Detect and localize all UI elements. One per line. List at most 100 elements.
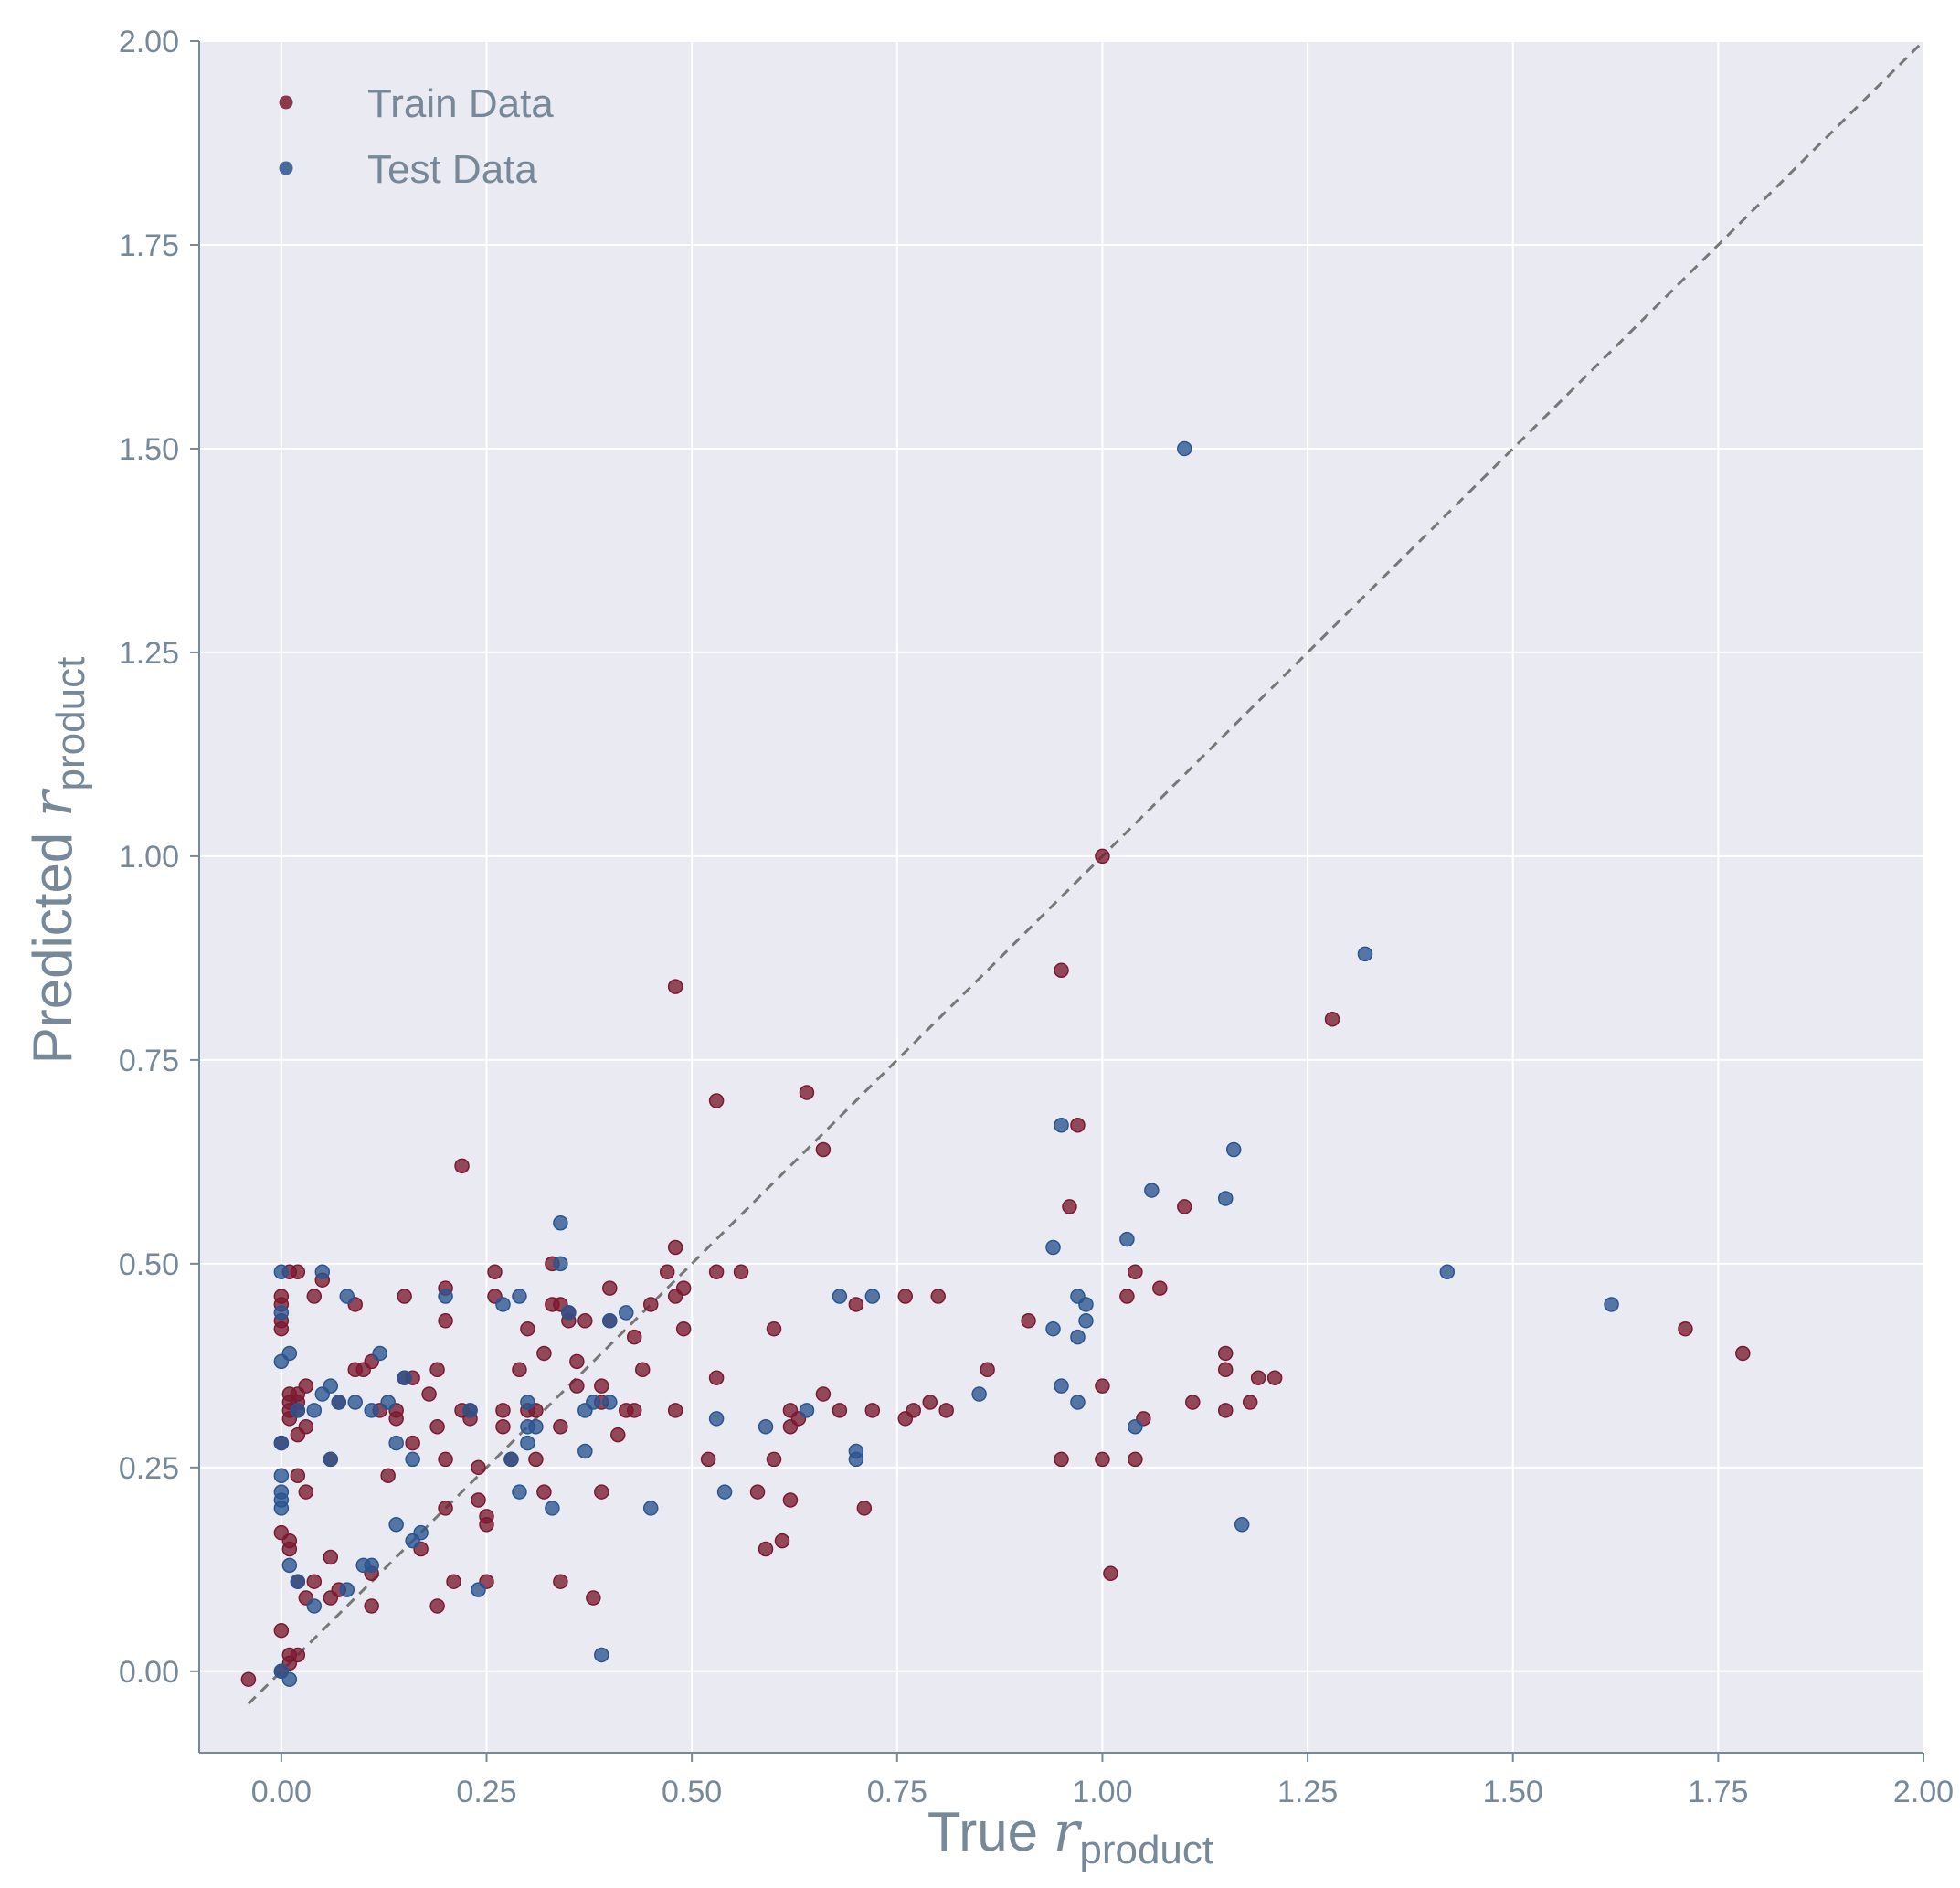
x-tick-label: 1.00 [1072,1775,1132,1809]
data-point [364,1557,379,1574]
axis-label-subscript: product [48,657,93,791]
data-point [938,1403,954,1418]
data-point [1217,1345,1234,1362]
data-point [388,1517,404,1533]
data-point [1070,1395,1086,1410]
data-point [1217,1191,1234,1206]
data-point [281,1671,298,1687]
data-point [240,1671,257,1687]
data-point [388,1411,404,1427]
data-point [1234,1517,1250,1533]
data-point [1054,1117,1069,1133]
data-point [602,1395,618,1410]
data-point [298,1484,314,1500]
data-point [536,1484,552,1500]
data-point [339,1289,355,1304]
data-point [561,1305,577,1321]
y-tick-label: 0.75 [119,1044,179,1078]
data-point [290,1647,306,1663]
data-point [1152,1280,1168,1296]
y-tick-label: 0.00 [119,1655,179,1690]
data-point [273,1435,290,1451]
y-tick-label: 1.00 [119,840,179,875]
data-point [273,1321,290,1337]
data-point [323,1451,339,1468]
data-point [1045,1239,1061,1256]
data-point [610,1427,626,1443]
data-point [380,1468,396,1484]
data-point [290,1264,306,1280]
data-point [553,1418,568,1435]
identity-reference-line [247,39,1925,1705]
data-point [471,1492,486,1508]
data-point [758,1418,774,1435]
data-point [594,1378,609,1394]
data-point [626,1403,642,1418]
x-tick-label: 2.00 [1893,1775,1954,1809]
y-tick-label: 2.00 [119,25,179,59]
data-point [405,1435,420,1451]
data-point [774,1533,790,1549]
data-point [306,1574,323,1589]
data-point [397,1370,412,1385]
data-point [273,1468,290,1484]
data-point [553,1215,568,1231]
data-point [1095,848,1110,864]
data-point [520,1435,535,1451]
x-tick-label: 0.75 [867,1775,927,1809]
data-point [495,1418,511,1435]
data-point [290,1468,306,1484]
data-point [1266,1370,1283,1385]
legend-marker [279,95,293,110]
data-point [438,1313,453,1329]
data-point [594,1647,609,1663]
data-point [306,1289,323,1304]
data-point [273,1305,290,1321]
data-point [1250,1370,1266,1385]
x-axis-label: True rproduct [927,1800,1213,1872]
data-point [1095,1451,1110,1468]
data-point [569,1353,585,1370]
legend-marker [279,161,293,175]
data-point [1177,440,1192,457]
data-point [471,1582,486,1597]
data-point [1070,1117,1086,1133]
series-1 [273,440,1619,1687]
data-point [619,1305,634,1321]
data-point [1054,1451,1069,1468]
data-point [1070,1329,1086,1345]
x-tick-label: 0.25 [456,1775,516,1809]
data-point [667,1239,683,1256]
legend: Train Data Test Data [279,81,554,192]
data-point [1128,1418,1143,1435]
data-point [553,1574,568,1589]
data-point [429,1598,445,1614]
data-point [380,1395,396,1410]
data-point [397,1289,412,1304]
data-point [1021,1313,1036,1329]
data-point [281,1557,298,1574]
data-point [545,1501,560,1516]
data-point [577,1313,593,1329]
x-axis-ticks: 0.00 0.25 0.50 0.75 1.00 1.25 1.50 1.75 2.00 [251,1753,1954,1809]
data-point [569,1378,585,1394]
data-point [388,1435,404,1451]
data-point [438,1501,453,1516]
data-point [1242,1395,1258,1410]
data-point [512,1362,527,1378]
data-point [364,1403,379,1418]
x-tick-label: 1.25 [1277,1775,1338,1809]
data-point [1119,1289,1135,1304]
data-point [1103,1565,1118,1582]
data-point [512,1484,527,1500]
y-tick-label: 0.50 [119,1247,179,1282]
data-point [848,1297,864,1312]
x-tick-label: 0.50 [662,1775,722,1809]
data-point [520,1321,535,1337]
data-point [471,1459,486,1476]
legend-label: Train Data [367,81,554,126]
x-tick-label: 1.50 [1483,1775,1543,1809]
axis-label-variable: r [21,788,85,817]
data-point [1177,1199,1192,1214]
